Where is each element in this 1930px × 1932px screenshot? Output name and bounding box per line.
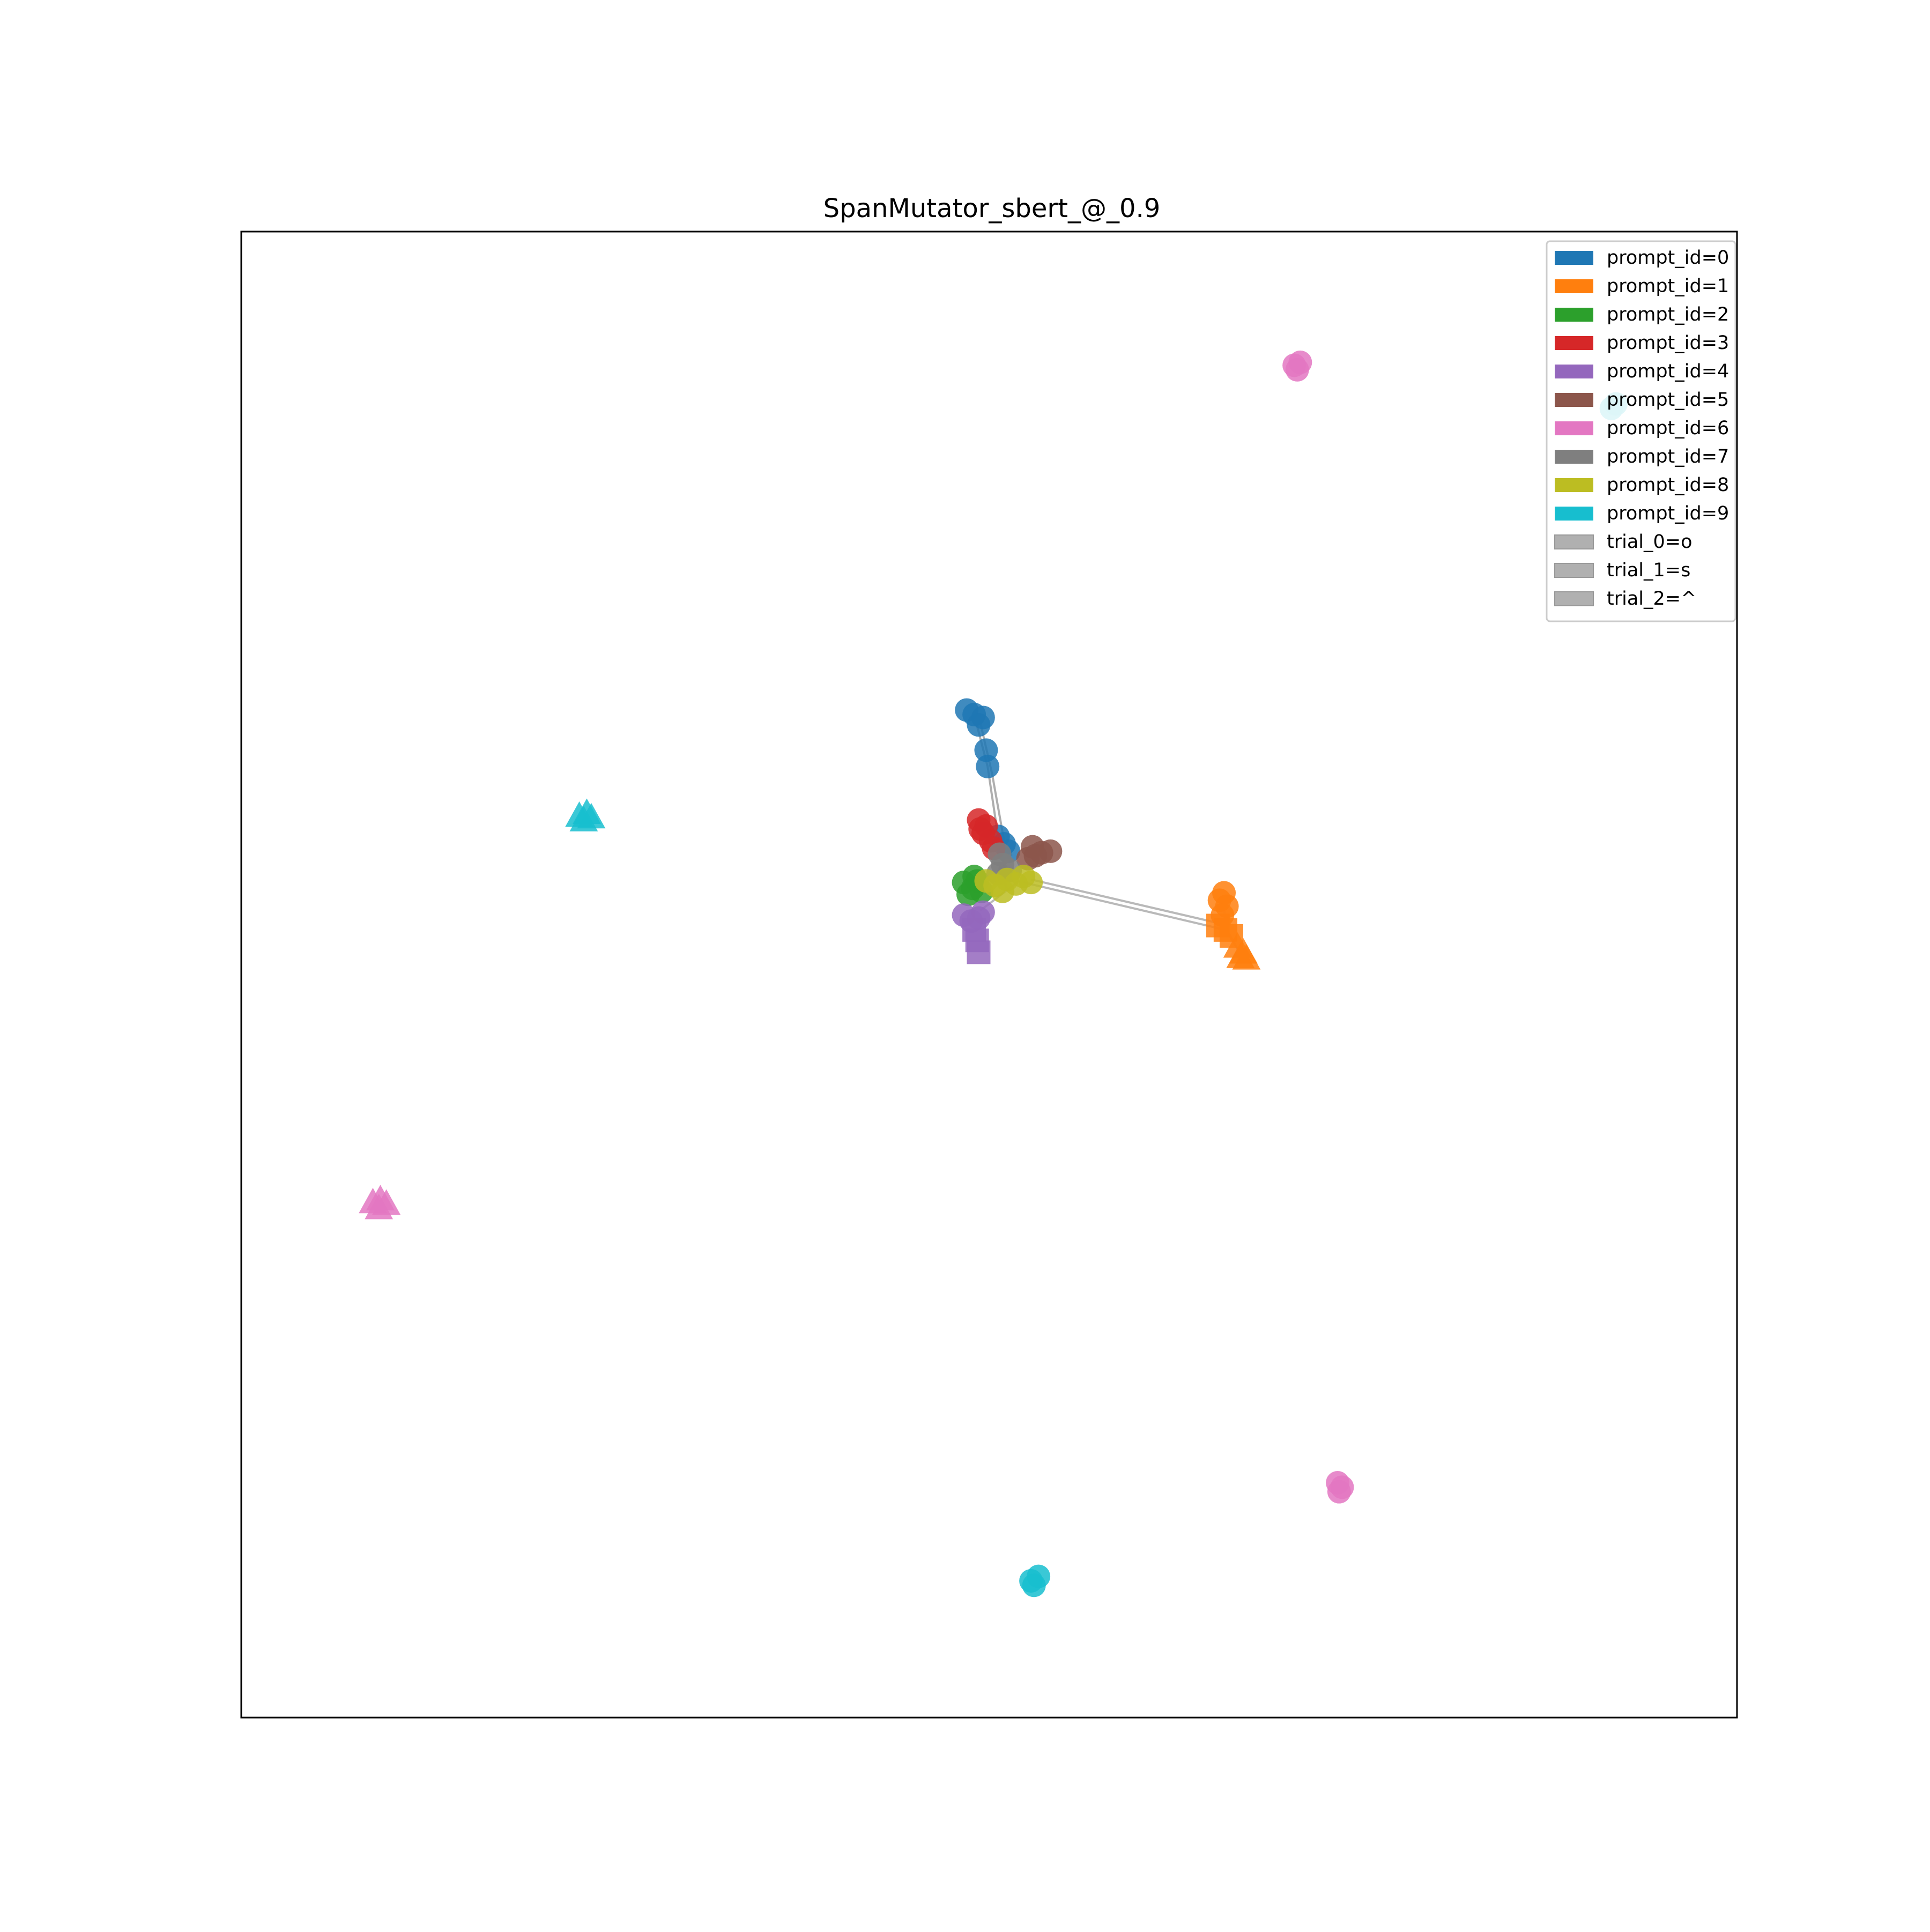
- point-prompt-9-^-3: [569, 806, 598, 831]
- legend-label-11: trial_1=s: [1607, 560, 1690, 581]
- trajectory-line-3: [1023, 881, 1220, 930]
- point-prompt-8-o-6: [974, 869, 998, 893]
- legend-label-5: prompt_id=5: [1607, 389, 1729, 411]
- legend-label-2: prompt_id=2: [1607, 304, 1729, 325]
- point-prompt-9-o-4: [1022, 1573, 1046, 1597]
- legend-swatch-6: [1555, 421, 1593, 435]
- point-prompt-6-^-3: [365, 1193, 394, 1220]
- point-prompt-8-o-4: [1019, 871, 1043, 895]
- legend-label-4: prompt_id=4: [1607, 361, 1729, 382]
- legend-swatch-9: [1555, 507, 1593, 521]
- legend-label-8: prompt_id=8: [1607, 474, 1729, 496]
- point-prompt-1-^-3: [1232, 944, 1261, 970]
- legend-swatch-10: [1554, 534, 1594, 549]
- legend-label-9: prompt_id=9: [1607, 503, 1729, 524]
- legend-swatch-4: [1555, 365, 1593, 378]
- legend-label-1: prompt_id=1: [1607, 276, 1729, 297]
- legend-swatch-7: [1555, 450, 1593, 464]
- legend-label-3: prompt_id=3: [1607, 332, 1729, 354]
- point-prompt-5-o-4: [1038, 839, 1063, 863]
- legend-swatch-3: [1555, 336, 1593, 350]
- legend-swatch-8: [1555, 478, 1593, 492]
- point-prompt-6-o-2: [1285, 358, 1309, 382]
- legend-swatch-12: [1554, 591, 1594, 606]
- point-prompt-5-o-3: [1020, 835, 1044, 859]
- legend-swatch-2: [1555, 308, 1593, 322]
- legend: prompt_id=0 prompt_id=1 prompt_id=2 prompt_…: [1546, 240, 1736, 622]
- point-prompt-7-o-3: [988, 842, 1012, 866]
- legend-label-0: prompt_id=0: [1607, 247, 1729, 269]
- point-prompt-0-o-3: [967, 713, 991, 737]
- plot-frame: [240, 231, 1738, 1719]
- legend-label-12: trial_2=^: [1607, 588, 1696, 610]
- legend-swatch-5: [1555, 393, 1593, 407]
- point-prompt-0-o-5: [976, 754, 1000, 778]
- legend-swatch-1: [1555, 279, 1593, 293]
- legend-label-10: trial_0=o: [1607, 531, 1693, 553]
- point-prompt-3-o-5: [968, 817, 992, 841]
- chart-title: SpanMutator_sbert_@_0.9: [823, 194, 1161, 224]
- point-prompt-4-o-3: [971, 900, 995, 924]
- legend-frame: [1546, 240, 1736, 622]
- legend-label-6: prompt_id=6: [1607, 418, 1729, 439]
- legend-swatch-11: [1554, 563, 1594, 578]
- legend-label-7: prompt_id=7: [1607, 446, 1729, 467]
- point-prompt-4-s-2: [967, 940, 991, 964]
- legend-swatch-0: [1555, 251, 1593, 265]
- point-prompt-6-o-5: [1327, 1480, 1351, 1504]
